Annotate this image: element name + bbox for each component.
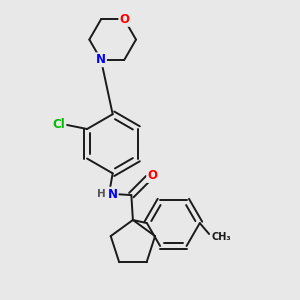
Text: O: O: [119, 13, 129, 26]
Text: H: H: [98, 189, 106, 199]
Text: N: N: [96, 53, 106, 66]
Text: Cl: Cl: [53, 118, 65, 131]
Text: N: N: [108, 188, 118, 201]
Text: CH₃: CH₃: [212, 232, 231, 242]
Text: O: O: [147, 169, 157, 182]
